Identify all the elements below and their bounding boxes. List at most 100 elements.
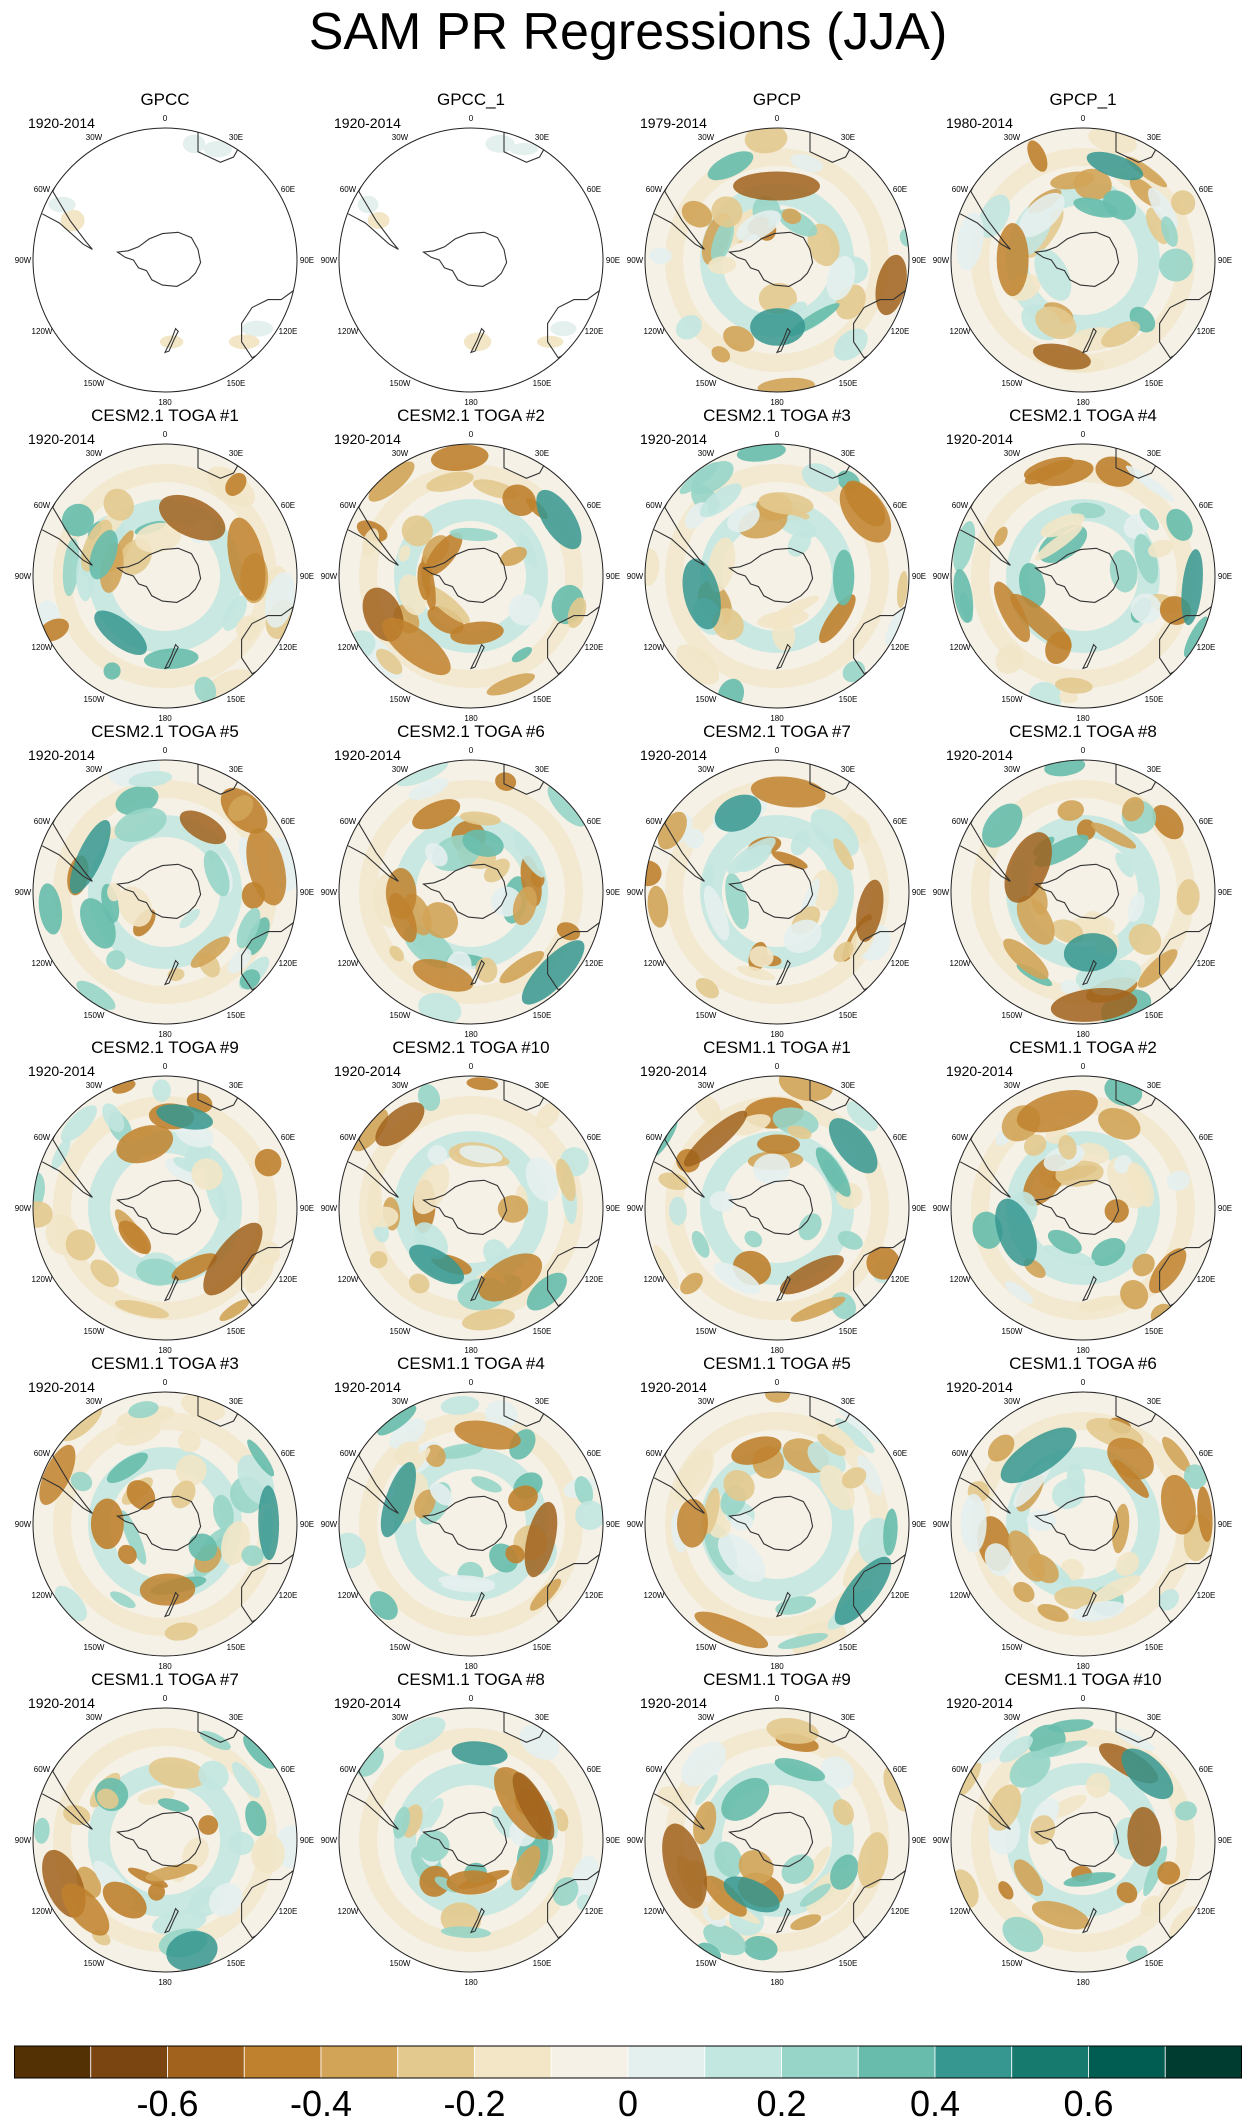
longitude-label: 90E	[606, 572, 620, 581]
longitude-label: 60W	[340, 185, 357, 194]
longitude-label: 150E	[1145, 1643, 1164, 1652]
longitude-label: 120E	[585, 1591, 604, 1600]
longitude-label: 90E	[300, 256, 314, 265]
panel-title: CESM2.1 TOGA #7	[703, 722, 851, 741]
polar-map: 0 30E 60E 90E 120E 150E 180 150W 120W 90W 60W 30W	[321, 1062, 620, 1355]
longitude-label: 150E	[227, 1011, 246, 1020]
longitude-label: 30E	[535, 1081, 549, 1090]
panel-title: CESM1.1 TOGA #5	[703, 1354, 851, 1373]
longitude-label: 30E	[841, 1397, 855, 1406]
longitude-label: 0	[469, 1694, 474, 1703]
longitude-label: 30E	[535, 1397, 549, 1406]
longitude-label: 120E	[891, 1907, 910, 1916]
longitude-label: 120E	[279, 1907, 298, 1916]
longitude-label: 180	[158, 1662, 172, 1671]
map-panel: CESM2.1 TOGA #6 0 30E 60E 90E 120E 150E 180 150W…	[316, 722, 626, 1044]
longitude-label: 90W	[321, 572, 338, 581]
colorbar-swatch	[704, 2045, 782, 2079]
longitude-label: 120W	[644, 643, 665, 652]
longitude-label: 30E	[229, 1713, 243, 1722]
longitude-label: 120W	[644, 1907, 665, 1916]
longitude-label: 60W	[952, 1765, 969, 1774]
longitude-label: 60E	[281, 1133, 295, 1142]
longitude-label: 150W	[390, 1011, 411, 1020]
longitude-label: 30E	[229, 765, 243, 774]
longitude-label: 30E	[535, 133, 549, 142]
panel-period: 1920-2014	[640, 1695, 707, 1711]
longitude-label: 90E	[1218, 1836, 1232, 1845]
longitude-label: 60E	[893, 1765, 907, 1774]
colorbar-swatch	[857, 2045, 936, 2079]
longitude-label: 90W	[15, 888, 32, 897]
longitude-label: 120E	[585, 1275, 604, 1284]
polar-map: 0 30E 60E 90E 120E 150E 180 150W 120W 90W 60W 30W	[15, 430, 314, 723]
polar-map: 0 30E 60E 90E 120E 150E 180 150W 120W 90W 60W 30W	[321, 746, 620, 1039]
panel-title: GPCP_1	[1049, 90, 1117, 109]
longitude-label: 0	[775, 430, 780, 439]
longitude-label: 90W	[627, 1836, 644, 1845]
longitude-label: 0	[1081, 114, 1086, 123]
panel-title: GPCP	[752, 90, 802, 109]
longitude-label: 60E	[587, 501, 601, 510]
longitude-label: 0	[775, 114, 780, 123]
longitude-label: 30W	[1004, 1081, 1021, 1090]
longitude-label: 60W	[340, 1133, 357, 1142]
longitude-label: 180	[770, 398, 784, 407]
longitude-label: 150W	[696, 1643, 717, 1652]
polar-map: 0 30E 60E 90E 120E 150E 180 150W 120W 90W 60W 30W	[933, 1378, 1232, 1671]
panel-period: 1920-2014	[334, 1063, 401, 1079]
longitude-label: 30W	[392, 1081, 409, 1090]
longitude-label: 90E	[1218, 572, 1232, 581]
polar-map: 0 30E 60E 90E 120E 150E 180 150W 120W 90W 60W 30W	[933, 430, 1232, 723]
longitude-label: 60E	[587, 817, 601, 826]
longitude-label: 60W	[340, 1765, 357, 1774]
longitude-label: 30W	[86, 1713, 103, 1722]
panel-title: CESM2.1 TOGA #10	[392, 1038, 550, 1057]
longitude-label: 180	[1076, 1030, 1090, 1039]
polar-map: 0 30E 60E 90E 120E 150E 180 150W 120W 90W 60W 30W	[15, 1694, 314, 1987]
longitude-label: 0	[1081, 1062, 1086, 1071]
longitude-label: 90E	[912, 1836, 926, 1845]
longitude-label: 150W	[1002, 1959, 1023, 1968]
panel-title: CESM2.1 TOGA #6	[397, 722, 545, 741]
longitude-label: 150E	[1145, 1327, 1164, 1336]
longitude-label: 120W	[950, 643, 971, 652]
longitude-label: 120E	[1197, 1591, 1216, 1600]
longitude-label: 150E	[533, 1327, 552, 1336]
longitude-label: 180	[158, 1030, 172, 1039]
longitude-label: 150W	[84, 1643, 105, 1652]
panel-period: 1920-2014	[28, 1695, 95, 1711]
map-panel: GPCP_1 0 30E 60E 90E 120E 150E 180 150W 120W 90W 60…	[928, 90, 1238, 412]
map-panel: CESM2.1 TOGA #3 0 30E 60E 90E 120E 150E 180 150W…	[622, 406, 932, 728]
panel-period: 1920-2014	[28, 747, 95, 763]
longitude-label: 90E	[606, 1520, 620, 1529]
polar-map: 0 30E 60E 90E 120E 150E 180 150W 120W 90W 60W 30W	[627, 1694, 926, 1987]
panel-title: CESM2.1 TOGA #3	[703, 406, 851, 425]
longitude-label: 120W	[644, 1275, 665, 1284]
panel-title: CESM1.1 TOGA #6	[1009, 1354, 1157, 1373]
longitude-label: 180	[464, 398, 478, 407]
longitude-label: 90W	[627, 1204, 644, 1213]
map-panel: CESM1.1 TOGA #7 0 30E 60E 90E 120E 150E 180 150W…	[10, 1670, 320, 1992]
longitude-label: 90E	[300, 1836, 314, 1845]
longitude-label: 30E	[1147, 449, 1161, 458]
longitude-label: 120E	[891, 1275, 910, 1284]
panel-title: CESM1.1 TOGA #7	[91, 1670, 239, 1689]
longitude-label: 0	[1081, 1694, 1086, 1703]
longitude-label: 90E	[606, 256, 620, 265]
longitude-label: 150E	[1145, 695, 1164, 704]
longitude-label: 120W	[338, 327, 359, 336]
longitude-label: 150W	[390, 1643, 411, 1652]
longitude-label: 0	[469, 114, 474, 123]
panel-title: CESM1.1 TOGA #9	[703, 1670, 851, 1689]
longitude-label: 0	[1081, 430, 1086, 439]
longitude-label: 60E	[587, 185, 601, 194]
colorbar-tick-label: 0.6	[1063, 2083, 1114, 2124]
polar-map: 0 30E 60E 90E 120E 150E 180 150W 120W 90W 60W 30W	[933, 1062, 1232, 1355]
longitude-label: 0	[775, 1062, 780, 1071]
longitude-label: 150E	[839, 1959, 858, 1968]
longitude-label: 150E	[839, 1643, 858, 1652]
longitude-label: 180	[1076, 1978, 1090, 1987]
longitude-label: 0	[163, 1378, 168, 1387]
panel-period: 1920-2014	[640, 747, 707, 763]
